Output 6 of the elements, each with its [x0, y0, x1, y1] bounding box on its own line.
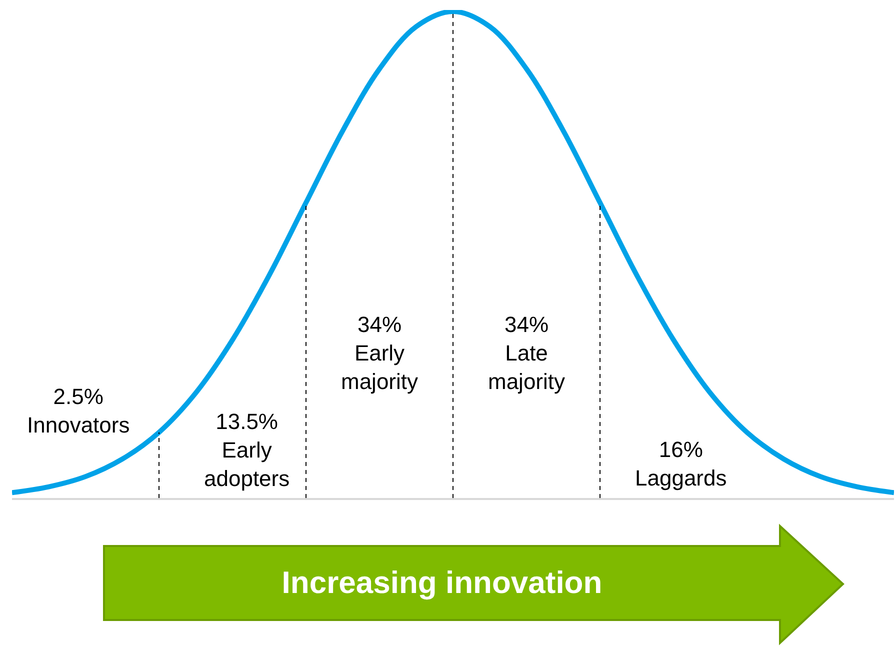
annotation: 34% Late majority [488, 312, 566, 394]
annotation: 13.5% Early adopters [204, 409, 290, 492]
annotation: 16% Laggards [635, 437, 727, 491]
annotation: 2.5% Innovators [27, 384, 130, 438]
annotation: 34% Early majority [341, 312, 418, 394]
text: Increasing innovation [280, 565, 604, 601]
